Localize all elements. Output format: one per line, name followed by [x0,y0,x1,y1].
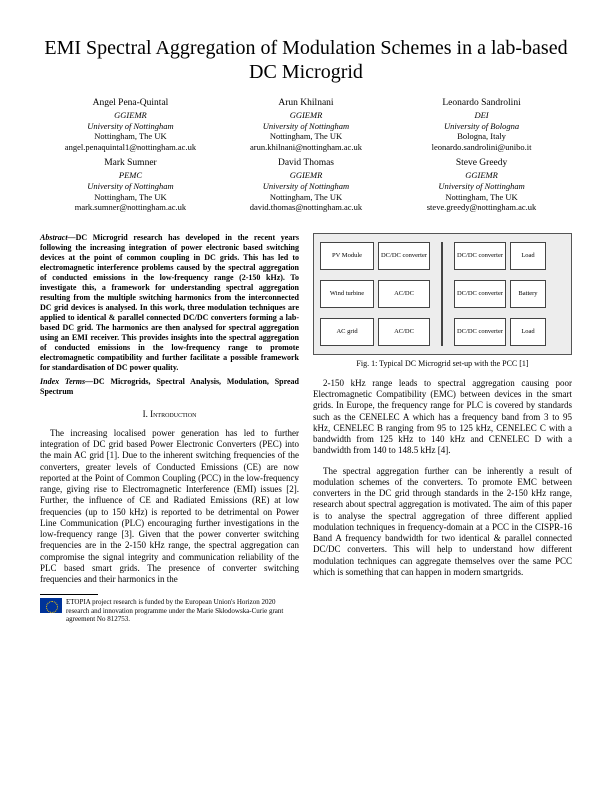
author-name: Angel Pena-Quintal [43,98,219,110]
author-block: Mark SumnerPEMCUniversity of NottinghamN… [43,158,219,212]
author-institution: University of Nottingham [43,121,219,132]
author-dept: GGIEMR [43,110,219,121]
author-block: David ThomasGGIEMRUniversity of Nottingh… [218,158,394,212]
node-load1: Load [510,242,546,270]
author-institution: University of Nottingham [218,181,394,192]
index-terms: Index Terms—DC Microgrids, Spectral Anal… [40,377,299,397]
abstract: Abstract—DC Microgrid research has devel… [40,233,299,373]
author-institution: University of Nottingham [43,181,219,192]
author-name: Leonardo Sandrolini [394,98,570,110]
right-column: PV Module DC/DC converter DC/DC converte… [313,233,572,624]
paper-title: EMI Spectral Aggregation of Modulation S… [40,36,572,84]
node-pv: PV Module [320,242,374,270]
node-acdc2: AC/DC [378,318,430,346]
index-terms-label: Index Terms— [40,377,93,386]
author-name: Arun Khilnani [218,98,394,110]
author-name: Mark Sumner [43,158,219,170]
author-dept: GGIEMR [218,170,394,181]
author-city: Nottingham, The UK [218,192,394,203]
left-column: Abstract—DC Microgrid research has devel… [40,233,299,624]
section-introduction: I. Introduction [40,409,299,419]
author-city: Nottingham, The UK [218,131,394,142]
author-email: angel.penaquintal1@nottingham.ac.uk [43,142,219,153]
footnote-separator [40,594,98,595]
node-dcdc2: DC/DC converter [454,242,506,270]
author-email: david.thomas@nottingham.ac.uk [218,202,394,213]
author-city: Bologna, Italy [394,131,570,142]
node-acgrid: AC grid [320,318,374,346]
eu-flag-icon [40,598,62,613]
author-institution: University of Bologna [394,121,570,132]
authors-block: Angel Pena-QuintalGGIEMRUniversity of No… [40,98,572,219]
author-block: Arun KhilnaniGGIEMRUniversity of Notting… [218,98,394,152]
node-acdc1: AC/DC [378,280,430,308]
author-city: Nottingham, The UK [43,192,219,203]
author-city: Nottingham, The UK [394,192,570,203]
abstract-label: Abstract— [40,233,76,242]
node-dcdc1: DC/DC converter [378,242,430,270]
figure-1: PV Module DC/DC converter DC/DC converte… [313,233,572,355]
author-dept: PEMC [43,170,219,181]
author-block: Angel Pena-QuintalGGIEMRUniversity of No… [43,98,219,152]
author-block: Leonardo SandroliniDEIUniversity of Bolo… [394,98,570,152]
footnote-text: ETOPIA project research is funded by the… [66,598,299,623]
author-city: Nottingham, The UK [43,131,219,142]
author-email: mark.sumner@nottingham.ac.uk [43,202,219,213]
abstract-text: DC Microgrid research has developed in t… [40,233,299,372]
paragraph-1: The increasing localised power generatio… [40,428,299,586]
node-load2: Load [510,318,546,346]
author-institution: University of Nottingham [218,121,394,132]
author-block: Steve GreedyGGIEMRUniversity of Nottingh… [394,158,570,212]
paragraph-3: The spectral aggregation further can be … [313,466,572,579]
node-battery: Battery [510,280,546,308]
paragraph-2: 2-150 kHz range leads to spectral aggreg… [313,378,572,457]
pcc-bus-line [441,242,443,346]
author-institution: University of Nottingham [394,181,570,192]
author-dept: DEI [394,110,570,121]
node-dcdc3: DC/DC converter [454,280,506,308]
author-email: steve.greedy@nottingham.ac.uk [394,202,570,213]
figure-1-caption: Fig. 1: Typical DC Microgrid set-up with… [313,359,572,368]
author-dept: GGIEMR [394,170,570,181]
author-name: David Thomas [218,158,394,170]
node-dcdc4: DC/DC converter [454,318,506,346]
funding-footnote: ETOPIA project research is funded by the… [40,598,299,623]
author-email: arun.khilnani@nottingham.ac.uk [218,142,394,153]
node-wind: Wind turbine [320,280,374,308]
author-email: leonardo.sandrolini@unibo.it [394,142,570,153]
author-dept: GGIEMR [218,110,394,121]
author-name: Steve Greedy [394,158,570,170]
